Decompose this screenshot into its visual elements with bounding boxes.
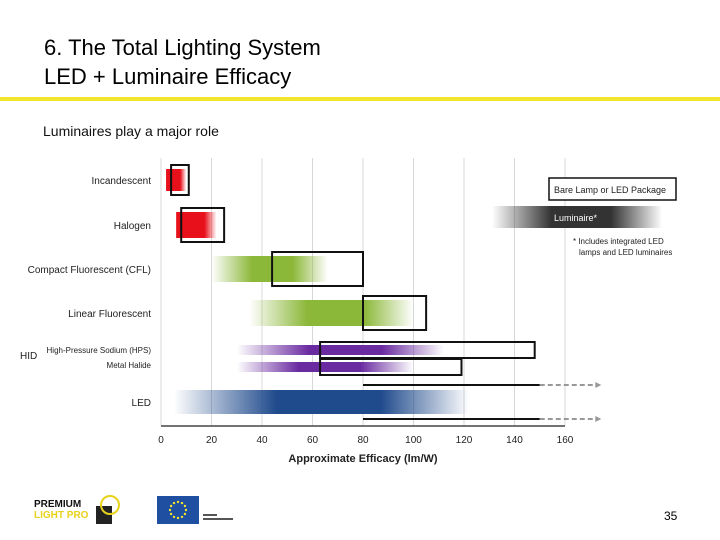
x-tick-label: 120 (456, 435, 473, 446)
logo-building-icon (96, 506, 112, 524)
legend-luminaire-swatch (492, 206, 662, 228)
eu-funding-text-icon (203, 514, 233, 520)
category-label: Incandescent (92, 176, 152, 187)
legend-note-line1: * Includes integrated LED (573, 237, 664, 246)
eu-flag-icon (157, 496, 199, 524)
luminaire-bar (249, 300, 414, 326)
slide-title-line2: LED + Luminaire Efficacy (44, 64, 292, 89)
bare-lamp-bar (362, 295, 428, 331)
logo-bulb-icon (100, 495, 120, 515)
x-tick-label: 20 (206, 435, 218, 446)
slide-title: 6. The Total Lighting System LED + Lumin… (44, 33, 321, 91)
x-tick-label: 60 (307, 435, 319, 446)
hid-group-label: HID (20, 351, 37, 362)
luminaire-bar (236, 362, 414, 372)
logo-line2: LIGHT PRO (34, 510, 89, 521)
legend-luminaire-label: Luminaire* (554, 213, 598, 223)
bare-lamp-bar (319, 358, 463, 376)
legend-bare-box (548, 177, 677, 201)
category-label: High-Pressure Sodium (HPS) (47, 346, 152, 355)
luminaire-bar (166, 169, 187, 191)
slide-title-line1: 6. The Total Lighting System (44, 35, 321, 60)
efficacy-chart: 0 20 40 60 80 100 120 140 160 Approximate Efficac… (20, 158, 677, 465)
accent-rule (0, 97, 720, 101)
luminaire-bar (236, 345, 444, 355)
category-label: Linear Fluorescent (68, 309, 151, 320)
legend-note-line2: lamps and LED luminaires (579, 248, 672, 257)
category-label: Halogen (114, 221, 151, 232)
led-projection-arrow (595, 382, 602, 388)
x-tick-label: 140 (506, 435, 523, 446)
legend-bare-label: Bare Lamp or LED Package (554, 185, 666, 195)
x-tick-label: 0 (158, 435, 164, 446)
led-projection-arrow (595, 416, 602, 422)
category-label: LED (132, 398, 151, 409)
bare-lamp-bar (271, 251, 365, 287)
slide-subtitle: Luminaires play a major role (43, 123, 219, 139)
premium-light-pro-logo: PREMIUM LIGHT PRO (34, 495, 120, 524)
x-tick-label: 160 (557, 435, 574, 446)
x-tick-label: 100 (405, 435, 422, 446)
logo-line1: PREMIUM (34, 499, 81, 510)
luminaire-bar (176, 212, 217, 238)
category-label: Metal Halide (107, 361, 152, 370)
x-tick-label: 80 (357, 435, 369, 446)
x-tick-label: 40 (256, 435, 268, 446)
luminaire-bar (211, 256, 328, 282)
category-label: Compact Fluorescent (CFL) (28, 265, 151, 276)
bare-lamp-bar (170, 164, 190, 196)
x-axis-label: Approximate Efficacy (lm/W) (288, 453, 437, 465)
page-number: 35 (664, 509, 678, 523)
luminaire-bar (173, 390, 470, 414)
bare-lamp-bar (180, 207, 226, 243)
